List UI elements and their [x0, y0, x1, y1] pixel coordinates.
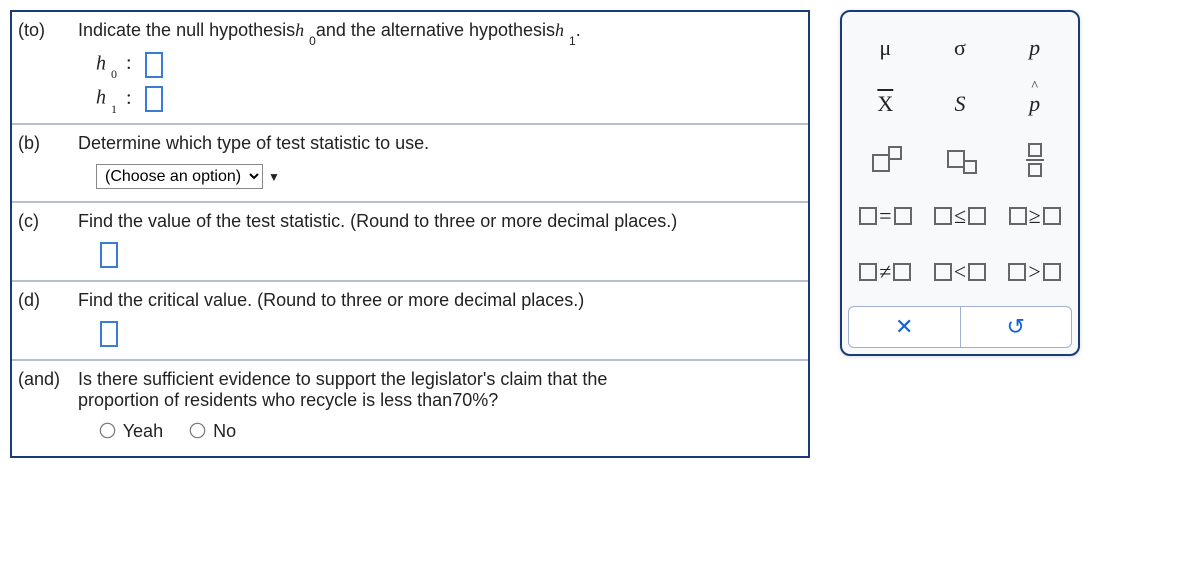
part-c-label: (c) — [18, 211, 78, 278]
h1-sub: 1 — [111, 102, 117, 116]
part-e-q: ? — [488, 390, 498, 410]
sym-ne[interactable]: ≠ — [855, 252, 915, 292]
part-a-text-mid: and the alternative hypothesis — [316, 20, 555, 40]
part-e-label: (and) — [18, 369, 78, 454]
radio-yes-text: Yeah — [123, 421, 163, 441]
h1-row: h 1 : — [96, 86, 800, 113]
part-d: (d) Find the critical value. (Round to t… — [12, 280, 808, 359]
part-a-label: (to) — [18, 20, 78, 121]
h0-row: h 0 : — [96, 52, 800, 79]
question-panel: (to) Indicate the null hypothesish 0and … — [10, 10, 810, 458]
part-c: (c) Find the value of the test statistic… — [12, 201, 808, 280]
h-sub-1: 1 — [569, 34, 576, 48]
sym-phat[interactable]: ^ p — [1005, 84, 1065, 124]
part-a-tail: . — [576, 20, 581, 40]
radio-no-label[interactable]: No — [186, 421, 236, 441]
sym-superscript[interactable] — [855, 140, 915, 180]
radio-yes-label[interactable]: Yeah — [96, 421, 168, 441]
h0-sym: h — [96, 52, 106, 74]
sym-p[interactable]: p — [1005, 28, 1065, 68]
sym-s[interactable]: S — [930, 84, 990, 124]
undo-button[interactable]: ↺ — [960, 307, 1072, 347]
part-e-pct: 70% — [452, 390, 488, 410]
part-a: (to) Indicate the null hypothesish 0and … — [12, 12, 808, 123]
test-stat-input[interactable] — [100, 242, 118, 268]
sym-lt[interactable]: < — [930, 252, 990, 292]
h-symbol-1: h — [555, 20, 564, 40]
h-symbol: h — [295, 20, 304, 40]
h1-sym: h — [96, 87, 106, 109]
sym-fraction[interactable] — [1005, 140, 1065, 180]
part-b-text: Determine which type of test statistic t… — [78, 133, 800, 154]
clear-button[interactable]: ✕ — [849, 307, 960, 347]
part-b-label: (b) — [18, 133, 78, 199]
sym-mu[interactable]: μ — [855, 28, 915, 68]
sym-le[interactable]: ≤ — [930, 196, 990, 236]
sym-gt[interactable]: > — [1005, 252, 1065, 292]
part-e-line1: Is there sufficient evidence to support … — [78, 369, 607, 389]
h-sub-0: 0 — [309, 34, 316, 48]
sym-subscript[interactable] — [930, 140, 990, 180]
part-c-text: Find the value of the test statistic. (R… — [78, 211, 800, 232]
sym-sigma[interactable]: σ — [930, 28, 990, 68]
part-a-text-pre: Indicate the null hypothesis — [78, 20, 295, 40]
palette-actions: ✕ ↺ — [848, 306, 1072, 348]
dropdown-icon: ▼ — [268, 170, 280, 184]
crit-value-input[interactable] — [100, 321, 118, 347]
undo-icon: ↺ — [1007, 314, 1025, 340]
part-e-line2: proportion of residents who recycle is l… — [78, 390, 452, 410]
sym-xbar[interactable]: X — [855, 84, 915, 124]
h1-input[interactable] — [145, 86, 163, 112]
radio-yes[interactable] — [100, 422, 116, 438]
part-d-label: (d) — [18, 290, 78, 357]
radio-no[interactable] — [190, 422, 206, 438]
part-d-text: Find the critical value. (Round to three… — [78, 290, 800, 311]
h0-input[interactable] — [145, 52, 163, 78]
radio-no-text: No — [213, 421, 236, 441]
sym-eq[interactable]: = — [855, 196, 915, 236]
symbol-palette: μ σ p X S ^ p — [840, 10, 1080, 458]
h0-sub: 0 — [111, 67, 117, 81]
test-statistic-select[interactable]: (Choose an option) — [96, 164, 263, 189]
part-b: (b) Determine which type of test statist… — [12, 123, 808, 201]
close-icon: ✕ — [895, 314, 913, 340]
sym-ge[interactable]: ≥ — [1005, 196, 1065, 236]
part-e: (and) Is there sufficient evidence to su… — [12, 359, 808, 456]
